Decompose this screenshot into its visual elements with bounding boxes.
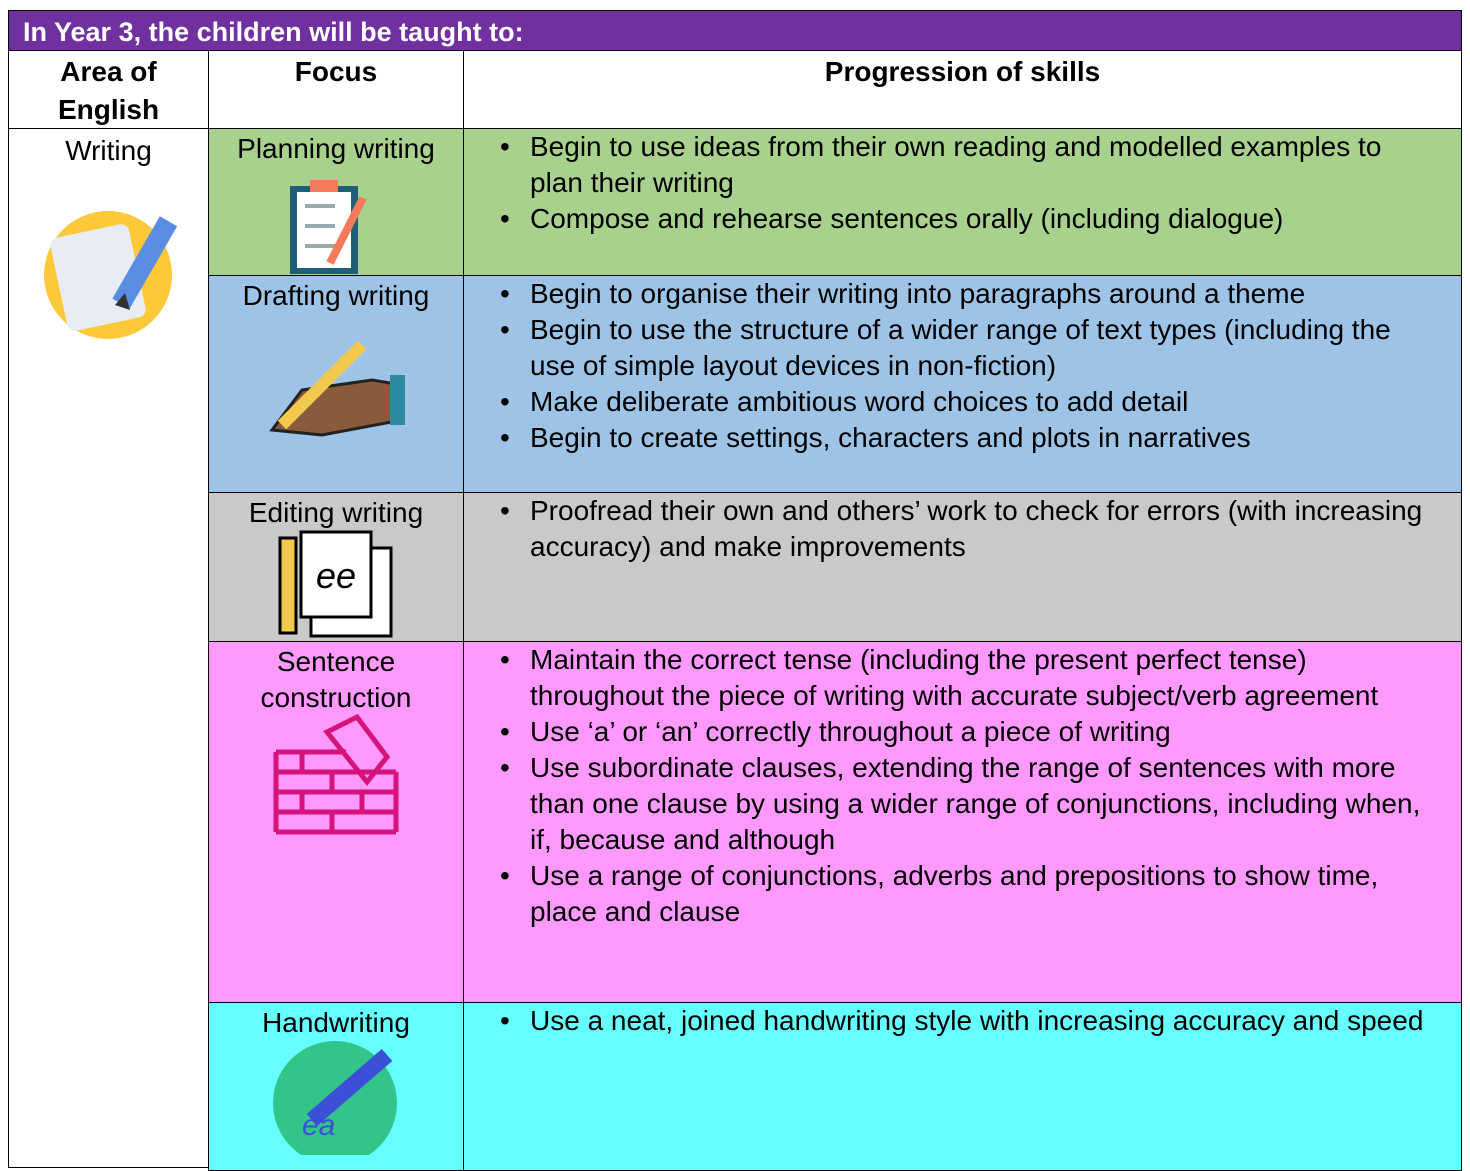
skill-item: Begin to use the structure of a wider ra… (500, 312, 1441, 384)
skills-list: Use a neat, joined handwriting style wit… (500, 1003, 1441, 1039)
planning-icon (290, 180, 367, 274)
skills-list: Proofread their own and others’ work to … (500, 493, 1441, 565)
skill-item: Use a neat, joined handwriting style wit… (500, 1003, 1441, 1039)
focus-text: Planning writing (237, 133, 435, 164)
handwriting-icon: ea (273, 1041, 397, 1155)
svg-text:ea: ea (302, 1109, 335, 1142)
skill-item: Make deliberate ambitious word choices t… (500, 384, 1441, 420)
editing-icon: ee (278, 530, 393, 638)
title-bar: In Year 3, the children will be taught t… (8, 10, 1462, 51)
skills-list: Begin to use ideas from their own readin… (500, 129, 1441, 237)
focus-cell: Sentence construction (208, 641, 464, 1003)
sentence-icon (273, 713, 399, 835)
skill-item: Begin to use ideas from their own readin… (500, 129, 1441, 201)
focus-text: Editing writing (248, 497, 424, 528)
skills-cell: Begin to use ideas from their own readin… (463, 128, 1462, 276)
skill-item: Use ‘a’ or ‘an’ correctly throughout a p… (500, 714, 1441, 750)
writing-icon (44, 211, 178, 339)
column-header: Progression of skills (463, 50, 1462, 129)
skills-cell: Maintain the correct tense (including th… (463, 641, 1462, 1003)
svg-text:ee: ee (316, 555, 356, 596)
focus-text: Sentence construction (260, 646, 412, 713)
skills-list: Maintain the correct tense (including th… (500, 642, 1441, 930)
focus-text: Drafting writing (242, 280, 430, 311)
skills-cell: Begin to organise their writing into par… (463, 275, 1462, 493)
skill-item: Compose and rehearse sentences orally (i… (500, 201, 1441, 237)
skill-item: Use a range of conjunctions, adverbs and… (500, 858, 1441, 930)
skill-item: Proofread their own and others’ work to … (500, 493, 1441, 565)
skill-item: Use subordinate clauses, extending the r… (500, 750, 1441, 858)
skills-cell: Proofread their own and others’ work to … (463, 492, 1462, 642)
skill-item: Begin to organise their writing into par… (500, 276, 1441, 312)
skill-item: Begin to create settings, characters and… (500, 420, 1441, 456)
skills-cell: Use a neat, joined handwriting style wit… (463, 1002, 1462, 1171)
skills-list: Begin to organise their writing into par… (500, 276, 1441, 456)
column-header: Area of English (8, 50, 209, 129)
skill-item: Maintain the correct tense (including th… (500, 642, 1441, 714)
column-header: Focus (208, 50, 464, 129)
focus-text: Handwriting (262, 1007, 410, 1038)
drafting-icon (269, 340, 405, 437)
